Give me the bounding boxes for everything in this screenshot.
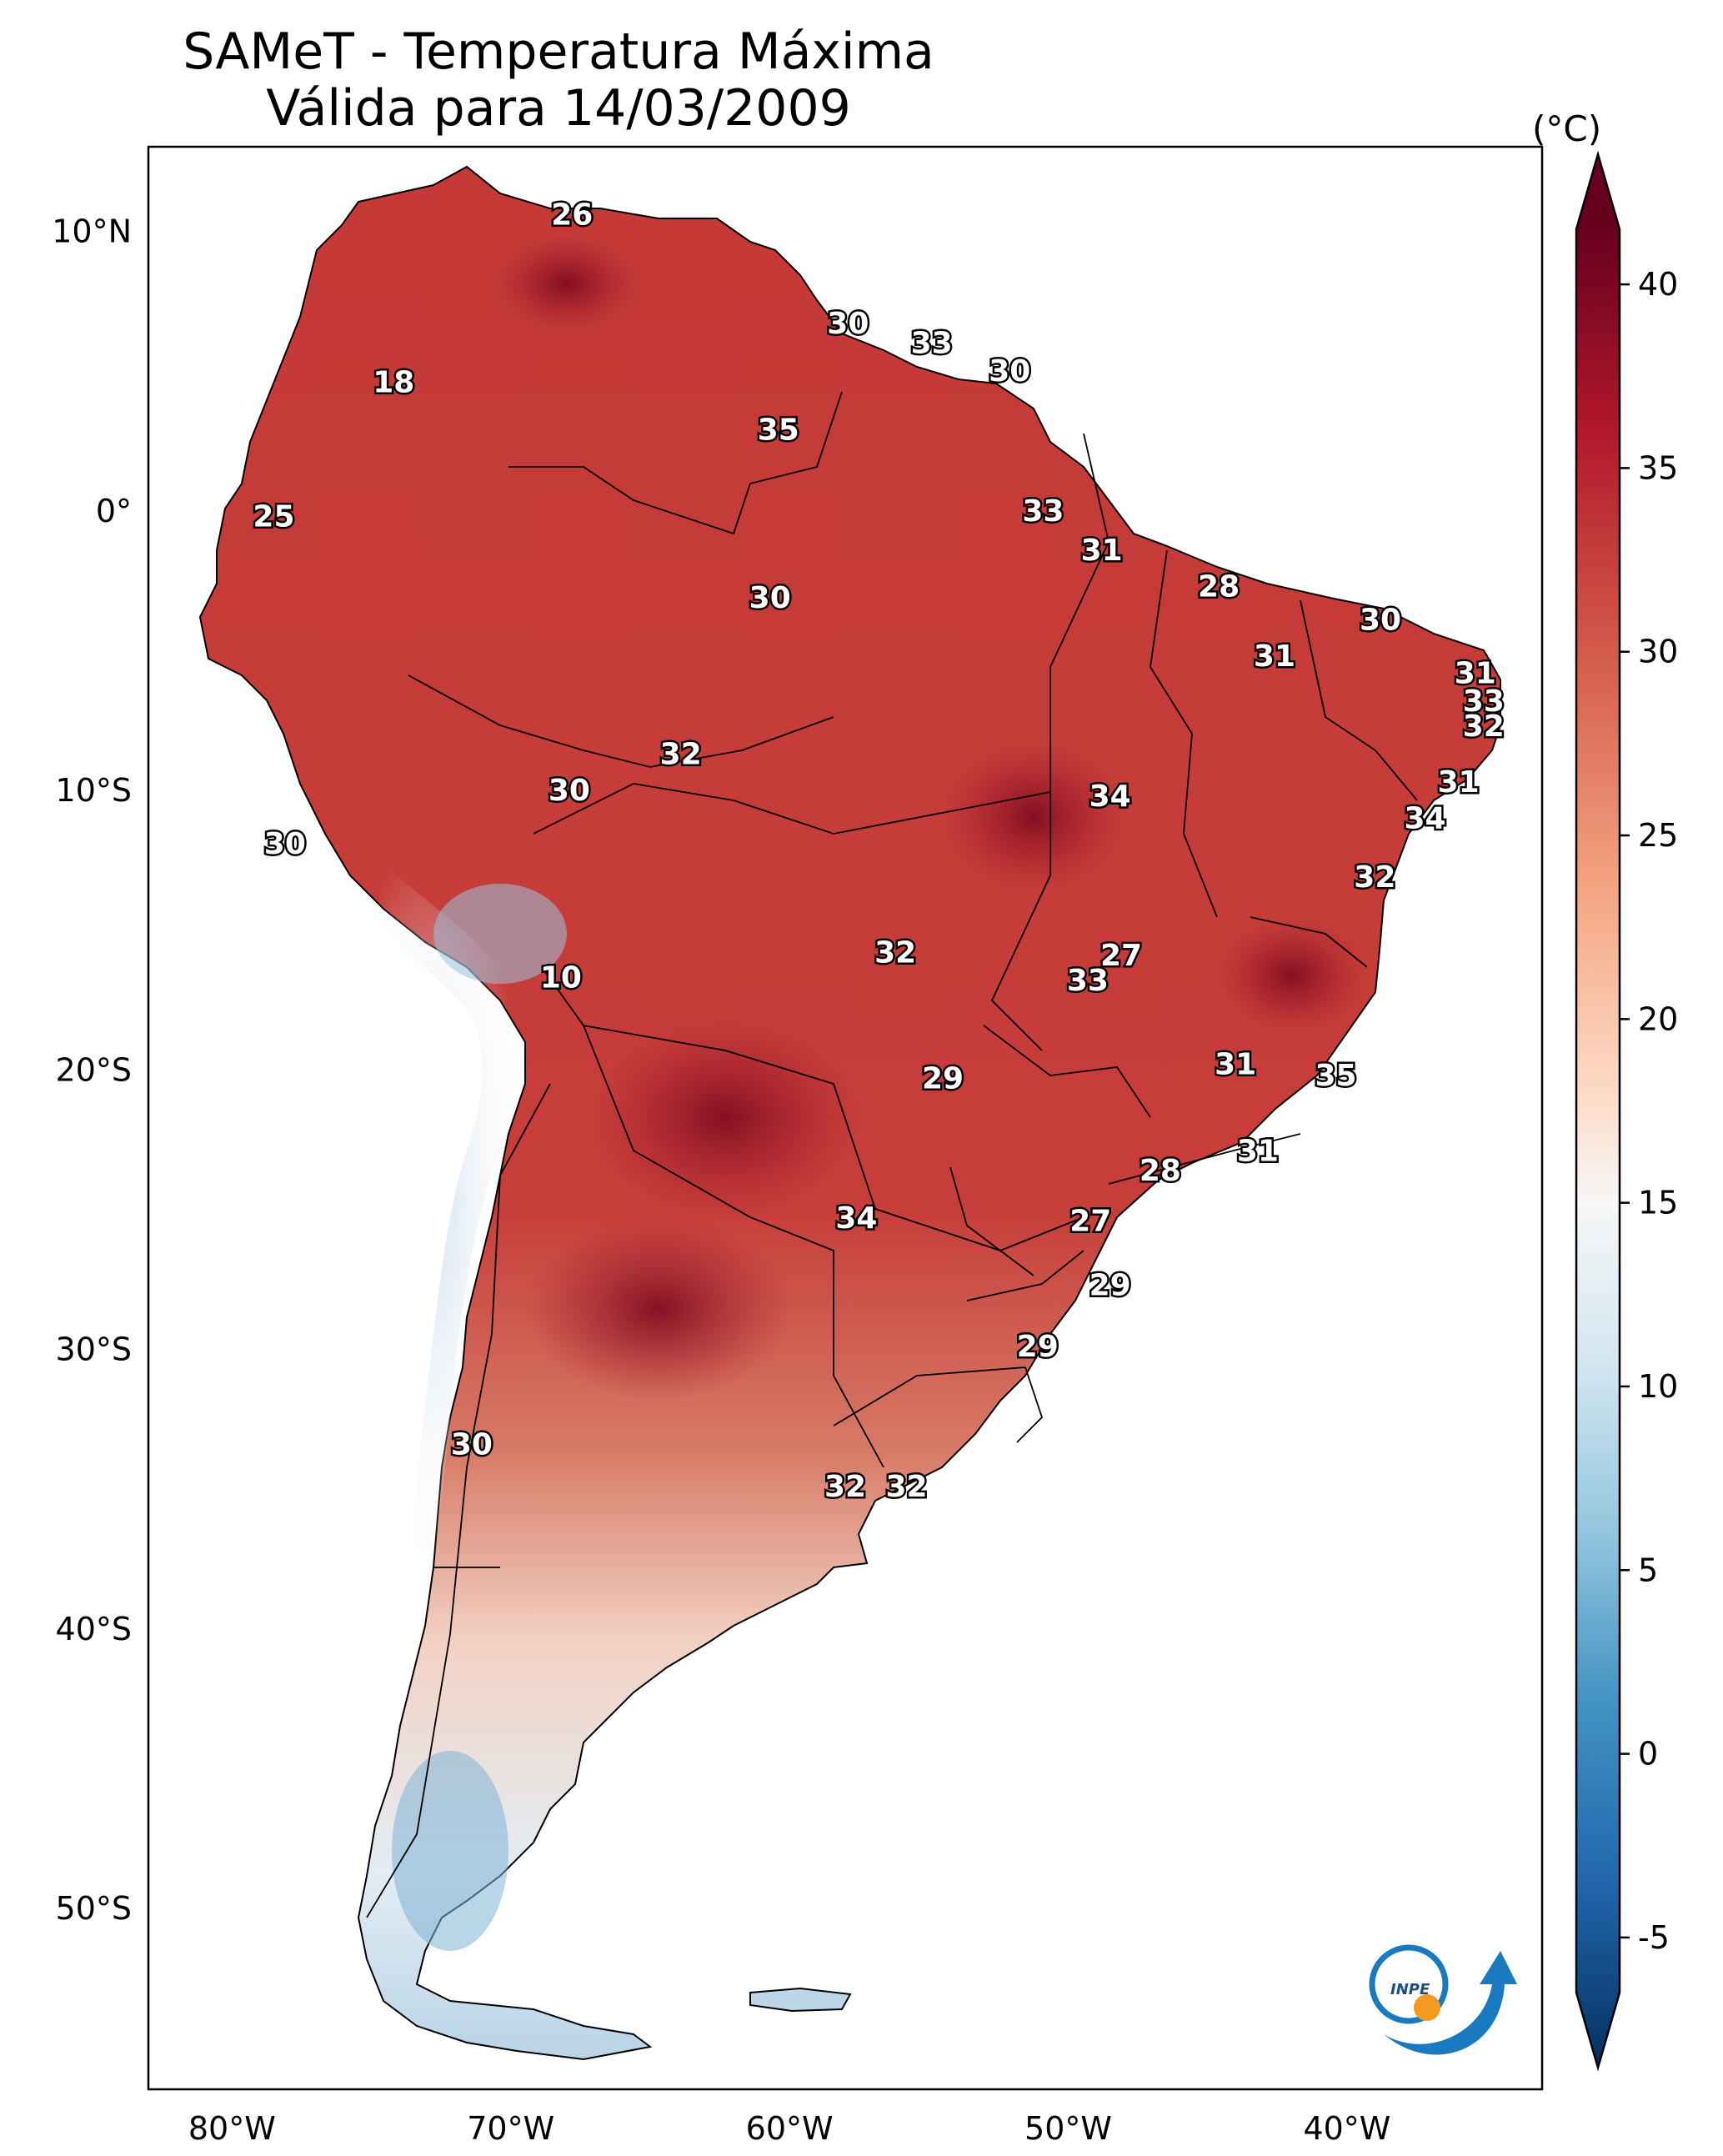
temperature-label: 29 (1017, 1330, 1059, 1364)
hotspot-chaco (592, 1017, 859, 1217)
patagonia-cold (392, 1751, 508, 1951)
temperature-label: 32 (886, 1470, 928, 1504)
hotspot-brazil-central (942, 742, 1125, 892)
colorbar-tick-label: 40 (1638, 266, 1678, 303)
altiplano-cold (433, 884, 567, 984)
temperature-label: 30 (264, 827, 306, 861)
temperature-label: 32 (874, 936, 916, 970)
temperature-label: 32 (824, 1470, 866, 1504)
temperature-label: 34 (1404, 802, 1445, 836)
lon-tick-label: 60°W (746, 2110, 834, 2147)
temperature-label: 33 (1463, 684, 1505, 719)
lat-tick-label: 40°S (56, 1611, 132, 1647)
map-frame (147, 145, 1544, 2091)
inpe-logo: INPE (1369, 1944, 1517, 2055)
colorbar-tick-label: 10 (1638, 1368, 1678, 1405)
lon-tick-label: 40°W (1303, 2110, 1390, 2147)
temperature-label: 26 (551, 198, 593, 232)
longitude-axis: 80°W 70°W 60°W 50°W 40°W (188, 2110, 1391, 2147)
temperature-label: 33 (1067, 964, 1109, 998)
colorbar-tick-label: 15 (1638, 1185, 1678, 1221)
temperature-label: 32 (660, 737, 702, 771)
country-borders (366, 391, 1418, 1918)
temperature-label: 27 (1069, 1204, 1111, 1238)
temperature-label: 33 (911, 327, 953, 361)
colorbar-tick-label: -5 (1638, 1919, 1670, 1956)
temperature-label: 18 (373, 366, 414, 400)
temperature-label: 10 (540, 961, 582, 995)
andes-cool-band (333, 834, 524, 1567)
temperature-label: 34 (1089, 780, 1131, 814)
lat-tick-label: 0° (96, 493, 132, 529)
colorbar-tick-label: 35 (1638, 449, 1678, 486)
temperature-label: 30 (548, 774, 590, 808)
lon-tick-label: 50°W (1024, 2110, 1112, 2147)
temperature-label: 35 (758, 414, 799, 448)
colorbar-tick-label: 30 (1638, 634, 1678, 670)
colorbar-unit: (°C) (1532, 108, 1602, 149)
latitude-axis: 10°N 0° 10°S 20°S 30°S 40°S 50°S (52, 213, 132, 1928)
colorbar-extend-top (1576, 154, 1620, 229)
temperature-label: 30 (827, 307, 869, 341)
temperature-label: 34 (835, 1201, 877, 1236)
temperature-label: 28 (1139, 1154, 1181, 1188)
temperature-label: 30 (749, 581, 791, 615)
falkland-islands (749, 1987, 852, 2013)
chart-subtitle: Válida para 14/03/2009 (266, 79, 851, 138)
temperature-label: 30 (451, 1428, 493, 1462)
lon-tick-label: 80°W (188, 2110, 276, 2147)
lat-tick-label: 50°S (56, 1890, 132, 1927)
temperature-label: 33 (1022, 494, 1064, 529)
lat-tick-label: 30°S (56, 1331, 132, 1368)
lat-tick-label: 10°N (52, 213, 132, 250)
hotspot-argentina (525, 1217, 792, 1401)
colorbar-tick-label: 25 (1638, 817, 1678, 854)
temperature-label: 29 (922, 1061, 964, 1096)
lat-tick-label: 20°S (56, 1051, 132, 1088)
temperature-label: 29 (1089, 1268, 1131, 1302)
colorbar-tick-label: 5 (1638, 1552, 1658, 1588)
colorbar: 40 35 30 25 20 15 10 5 0 -5 (1575, 150, 1678, 2072)
temperature-label: 32 (1463, 709, 1505, 744)
temperature-label: 31 (1215, 1048, 1256, 1082)
temperature-label: 28 (1198, 569, 1240, 604)
colorbar-ticks: 40 35 30 25 20 15 10 5 0 -5 (1620, 266, 1678, 1956)
hotspot-venezuela (492, 233, 642, 333)
temperature-label: 31 (1455, 656, 1496, 690)
temperature-label: 31 (1237, 1135, 1279, 1169)
temperature-label: 32 (1354, 860, 1395, 895)
colorbar-outline (1575, 150, 1621, 2072)
colorbar-tick-label: 20 (1638, 1000, 1678, 1037)
temperature-label: 30 (989, 354, 1030, 389)
lon-tick-label: 70°W (467, 2110, 554, 2147)
temperature-label: 31 (1254, 639, 1295, 674)
colorbar-body (1576, 229, 1620, 2068)
inpe-logo-text: INPE (1390, 1981, 1430, 1998)
colorbar-tick-label: 0 (1638, 1736, 1658, 1772)
temperature-label: 35 (1315, 1059, 1356, 1093)
temperature-label: 27 (1100, 939, 1142, 973)
temperature-label: 31 (1081, 534, 1123, 568)
lat-tick-label: 10°S (56, 772, 132, 809)
temperature-label: 25 (253, 500, 294, 534)
temperature-label: 31 (1438, 765, 1480, 800)
chart-title: SAMeT - Temperatura Máxima (183, 23, 934, 81)
temperature-label: 30 (1360, 604, 1401, 638)
hotspot-minas (1217, 917, 1367, 1034)
